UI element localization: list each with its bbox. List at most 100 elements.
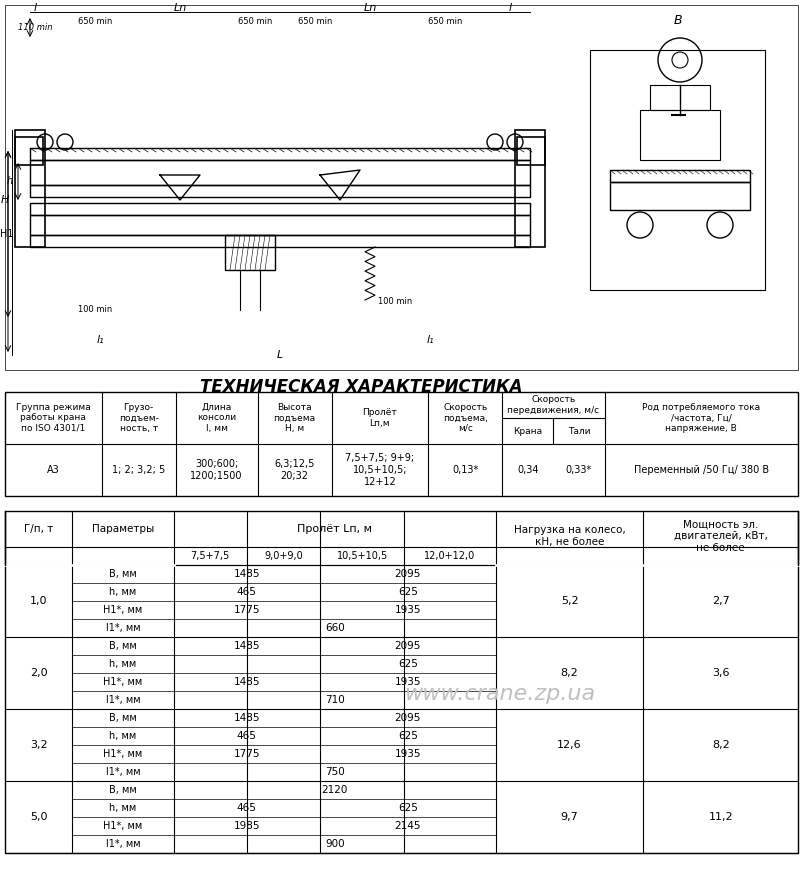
Text: 1775: 1775 [233,749,260,759]
Text: Г/п, т: Г/п, т [24,524,53,534]
Bar [15,137,43,165]
Text: 100 min: 100 min [78,306,112,315]
Text: 8,2: 8,2 [711,740,729,750]
Text: 1485: 1485 [233,713,260,723]
Text: 650 min: 650 min [298,18,332,27]
Text: Ln: Ln [173,3,186,13]
Text: 660: 660 [325,623,344,633]
Text: 11,2: 11,2 [707,812,732,822]
Text: 3,6: 3,6 [711,668,728,678]
Text: h, мм: h, мм [109,659,136,669]
Text: Группа режима
работы крана
по ISO 4301/1: Группа режима работы крана по ISO 4301/1 [16,403,91,433]
Bar [5,392,797,496]
Text: 465: 465 [237,587,257,597]
Text: 7,5+7,5; 9+9;
10,5+10,5;
12+12: 7,5+7,5; 9+9; 10,5+10,5; 12+12 [345,453,414,486]
Bar [5,511,797,853]
Text: 900: 900 [325,839,344,849]
Text: Скорость
подъема,
м/с: Скорость подъема, м/с [442,403,487,433]
Bar [30,160,529,185]
Text: В, мм: В, мм [109,713,137,723]
Text: l₁: l₁ [96,335,103,345]
Bar [30,215,529,235]
Text: 1485: 1485 [233,641,260,651]
Text: 2145: 2145 [394,821,420,831]
Text: Тали: Тали [567,426,589,435]
Bar [639,110,719,160]
Text: 2095: 2095 [394,569,420,579]
Text: 12,0+12,0: 12,0+12,0 [423,551,475,561]
Text: Н1*, мм: Н1*, мм [103,821,143,831]
Text: 2,7: 2,7 [711,596,729,606]
Text: Пролёт
Lп,м: Пролёт Lп,м [362,409,397,427]
Text: 300;600;
1200;1500: 300;600; 1200;1500 [190,460,242,481]
Text: 0,34: 0,34 [516,465,538,475]
Text: 9,7: 9,7 [560,812,577,822]
Text: L: L [277,350,283,360]
Bar [225,235,274,270]
Text: Н1*, мм: Н1*, мм [103,749,143,759]
Text: Параметры: Параметры [92,524,154,534]
Bar [15,130,45,247]
Text: 10,5+10,5: 10,5+10,5 [336,551,387,561]
Bar [30,203,529,215]
Text: H1: H1 [0,229,14,239]
Text: l1*, мм: l1*, мм [106,767,140,777]
Text: В, мм: В, мм [109,785,137,795]
Text: 12,6: 12,6 [557,740,581,750]
Text: l1*, мм: l1*, мм [106,695,140,705]
Text: l₁: l₁ [426,335,433,345]
Text: Длина
консоли
l, мм: Длина консоли l, мм [196,403,236,433]
Text: 1935: 1935 [394,677,420,687]
Text: Мощность эл.
двигателей, кВт,
не более: Мощность эл. двигателей, кВт, не более [673,519,767,552]
Text: 1,0: 1,0 [30,596,47,606]
Text: h, мм: h, мм [109,803,136,813]
Text: l1*, мм: l1*, мм [106,623,140,633]
Bar [30,185,529,197]
Bar [30,148,529,160]
Text: 2120: 2120 [321,785,347,795]
Text: 0,33*: 0,33* [565,465,591,475]
Text: В, мм: В, мм [109,641,137,651]
Text: 1; 2; 3,2; 5: 1; 2; 3,2; 5 [112,465,165,475]
Text: 5,2: 5,2 [560,596,577,606]
Text: Высота
подъема
Н, м: Высота подъема Н, м [273,403,315,433]
Text: ТЕХНИЧЕСКАЯ ХАРАКТЕРИСТИКА: ТЕХНИЧЕСКАЯ ХАРАКТЕРИСТИКА [200,378,522,396]
Text: 710: 710 [325,695,344,705]
Text: А3: А3 [47,465,59,475]
Text: 625: 625 [398,731,417,741]
Text: Н1*, мм: Н1*, мм [103,605,143,615]
Text: h: h [7,176,13,187]
Text: 465: 465 [237,803,257,813]
Text: Переменный /50 Гц/ 380 В: Переменный /50 Гц/ 380 В [633,465,768,475]
Text: 2095: 2095 [394,713,420,723]
Text: 110 min: 110 min [18,23,52,32]
Text: 2095: 2095 [394,641,420,651]
Text: 1985: 1985 [233,821,260,831]
Text: 5,0: 5,0 [30,812,47,822]
Bar [5,5,797,370]
Bar [514,130,545,247]
Text: 8,2: 8,2 [560,668,577,678]
Text: 650 min: 650 min [427,18,462,27]
Text: 750: 750 [325,767,344,777]
Text: 625: 625 [398,587,417,597]
Text: H: H [1,195,9,205]
Text: h, мм: h, мм [109,587,136,597]
Text: 0,13*: 0,13* [452,465,478,475]
Bar [610,170,749,182]
Text: 625: 625 [398,659,417,669]
Text: l: l [34,3,37,13]
Bar [589,50,764,290]
Text: h, мм: h, мм [109,731,136,741]
Text: 100 min: 100 min [378,298,411,307]
Text: 7,5+7,5: 7,5+7,5 [190,551,229,561]
Text: 2,0: 2,0 [30,668,47,678]
Text: 1935: 1935 [394,749,420,759]
Text: 9,0+9,0: 9,0+9,0 [264,551,302,561]
Text: Крана: Крана [512,426,541,435]
Text: 465: 465 [237,731,257,741]
Text: 6,3;12,5
20;32: 6,3;12,5 20;32 [274,460,314,481]
Text: Ln: Ln [363,3,376,13]
Text: Нагрузка на колесо,
кН, не более: Нагрузка на колесо, кН, не более [513,525,625,547]
Bar [30,235,529,247]
